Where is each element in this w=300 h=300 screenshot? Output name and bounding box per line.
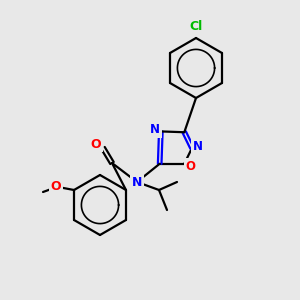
Text: O: O — [51, 179, 61, 193]
Text: O: O — [185, 160, 195, 173]
Text: N: N — [150, 123, 160, 136]
Text: O: O — [91, 137, 101, 151]
Text: Cl: Cl — [189, 20, 203, 34]
Text: N: N — [132, 176, 142, 188]
Text: N: N — [193, 140, 203, 154]
